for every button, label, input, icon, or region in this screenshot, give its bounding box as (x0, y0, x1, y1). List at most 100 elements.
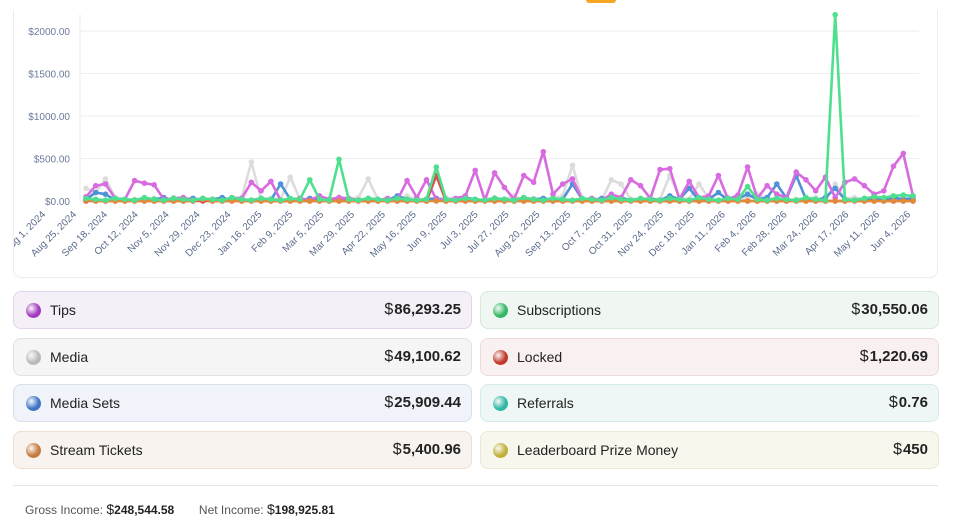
top-badge (586, 0, 616, 3)
net-income-currency: $ (266, 501, 275, 517)
data-point (433, 198, 440, 204)
data-point (559, 181, 566, 187)
data-point (423, 177, 430, 183)
subscriptions-color-dot (493, 302, 508, 318)
data-point (715, 189, 722, 196)
card-value: $49,100.62 (384, 348, 461, 365)
data-point (628, 177, 634, 183)
data-point (521, 194, 527, 201)
data-point (102, 176, 109, 182)
data-point (881, 188, 887, 194)
data-point (647, 196, 654, 203)
card-label: Subscriptions (517, 302, 602, 318)
data-point (83, 195, 89, 202)
data-point (793, 169, 799, 175)
data-point (180, 196, 187, 203)
data-point (764, 182, 770, 189)
tips-color-dot (26, 302, 41, 318)
data-point (822, 197, 829, 203)
data-point (900, 198, 907, 204)
card-value: $0.76 (888, 394, 928, 411)
data-point (890, 198, 897, 204)
data-point (248, 179, 255, 186)
data-point (530, 179, 537, 186)
data-point (511, 197, 517, 203)
data-point (540, 197, 547, 203)
card-media-sets[interactable]: Media Sets $25,909.44 (13, 384, 472, 422)
income-chart-card: $2000.00 $1500.00 $1000.00 $500.00 $0.00 Aug … (13, 10, 938, 278)
data-point (832, 198, 838, 204)
card-leaderboard-prize-money[interactable]: Leaderboard Prize Money $450 (480, 431, 939, 469)
data-point (871, 194, 877, 200)
data-point (151, 182, 157, 188)
card-referrals[interactable]: Referrals $0.76 (480, 384, 939, 422)
data-point (579, 195, 585, 202)
card-label: Tips (50, 302, 76, 318)
locked-color-dot (493, 349, 508, 365)
data-point (696, 194, 702, 201)
data-point (890, 193, 897, 199)
data-point (871, 198, 877, 204)
data-point (735, 196, 741, 203)
data-point (414, 197, 420, 203)
data-point (92, 196, 99, 203)
data-point (238, 196, 245, 203)
data-point (783, 196, 790, 203)
data-point (842, 196, 848, 203)
data-point (657, 166, 663, 173)
card-label: Media (50, 349, 89, 365)
card-locked[interactable]: Locked $1,220.69 (480, 338, 939, 376)
data-point (764, 197, 770, 203)
y-tick-label: $2000.00 (28, 27, 70, 38)
card-label: Locked (517, 349, 563, 365)
data-point (657, 197, 663, 203)
data-point (384, 197, 391, 203)
media-sets-color-dot (26, 395, 41, 411)
data-point (686, 178, 692, 185)
footer-divider (13, 485, 938, 486)
y-tick-label: $500.00 (34, 155, 71, 166)
data-point (608, 177, 615, 183)
data-point (686, 185, 692, 192)
data-point (550, 195, 556, 202)
data-point (812, 196, 819, 203)
data-point (861, 182, 868, 189)
data-point (277, 181, 284, 187)
data-point (608, 194, 615, 201)
income-line-chart: $2000.00$1500.00$1000.00$500.00$0.00Aug … (14, 12, 919, 260)
card-value: $25,909.44 (384, 394, 461, 411)
data-point (316, 196, 323, 203)
net-income-label: Net Income: (198, 503, 264, 517)
data-point (618, 181, 624, 187)
data-point (92, 182, 99, 189)
card-label: Media Sets (50, 395, 121, 411)
data-point (744, 198, 751, 204)
data-point (715, 172, 722, 179)
data-point (521, 172, 527, 179)
data-point (910, 198, 916, 204)
data-point (832, 185, 838, 192)
card-stream-tickets[interactable]: Stream Tickets $5,400.96 (13, 431, 472, 469)
card-tips[interactable]: Tips $86,293.25 (13, 291, 472, 329)
data-point (501, 184, 508, 191)
data-point (715, 197, 722, 203)
data-point (744, 191, 751, 197)
y-tick-label: $0.00 (45, 197, 70, 208)
data-point (774, 195, 780, 202)
card-media[interactable]: Media $49,100.62 (13, 338, 472, 376)
data-point (345, 196, 352, 203)
data-point (355, 197, 362, 203)
card-value: $1,220.69 (859, 348, 928, 365)
data-point (462, 195, 469, 202)
data-point (851, 197, 858, 203)
card-subscriptions[interactable]: Subscriptions $30,550.06 (480, 291, 939, 329)
leaderboard-prize-color-dot (493, 442, 508, 458)
series-line-subscriptions (85, 13, 914, 202)
data-point (550, 191, 556, 197)
data-point (667, 165, 673, 172)
net-income-value: 198,925.81 (274, 503, 335, 517)
data-point (628, 197, 634, 203)
data-point (268, 196, 274, 203)
data-point (559, 196, 566, 203)
card-label: Stream Tickets (50, 442, 143, 458)
